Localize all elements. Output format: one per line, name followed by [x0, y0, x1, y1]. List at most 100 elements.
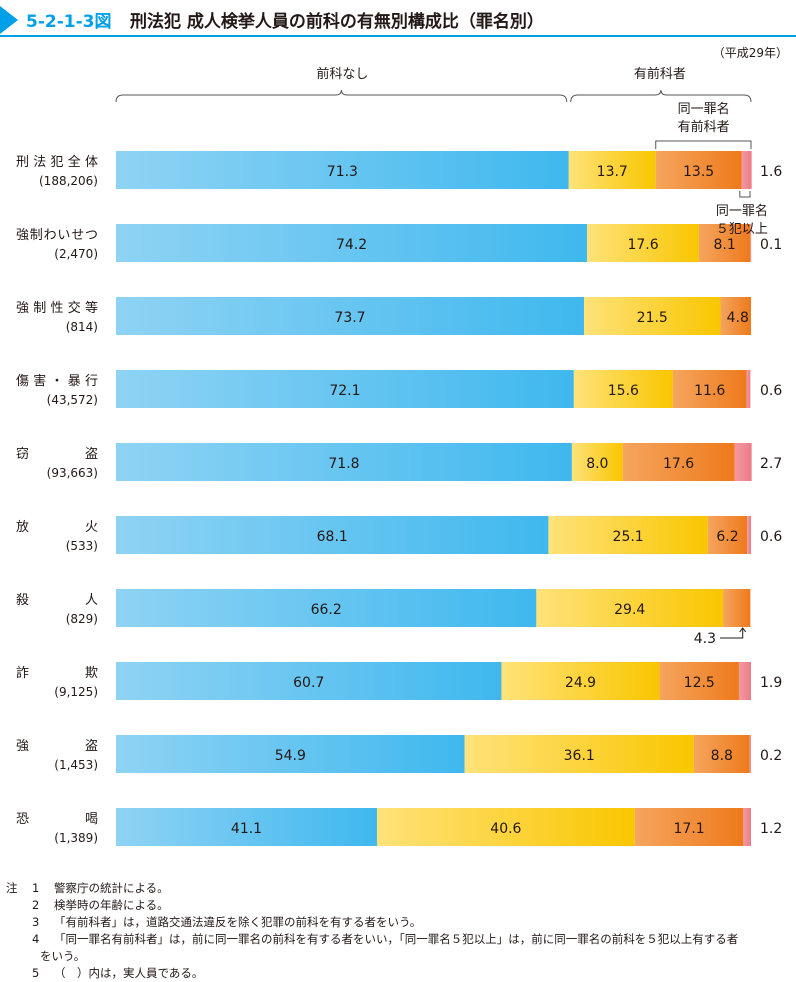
category-label: 詐欺 [16, 665, 98, 681]
value-label-same: 17.6 [663, 456, 694, 472]
brace-prior [570, 89, 752, 103]
footnote-line: 5 （ ）内は，実人員である。 [6, 965, 203, 982]
bar-segment-same5 [746, 370, 751, 408]
bar-segment-none [116, 370, 574, 408]
figure-title-bar: 5-2-1-3図 刑法犯 成人検挙人員の前科の有無別構成比（罪名別） [0, 0, 796, 40]
category-label: 刑法犯全体 [16, 154, 98, 170]
value-label-same5: 1.6 [760, 164, 782, 180]
category-label: 窃盗 [16, 446, 98, 462]
value-label-none: 60.7 [293, 675, 324, 691]
value-label-same: 12.5 [684, 675, 715, 691]
value-label-other: 15.6 [608, 383, 639, 399]
value-label-other: 21.5 [637, 310, 668, 326]
value-label-same5: 0.6 [760, 529, 782, 545]
value-label-same: 17.1 [674, 821, 705, 837]
category-count: (9,125) [54, 685, 98, 699]
bar-segment-same [672, 370, 747, 408]
footnote-text: をいう。 [40, 949, 86, 963]
brace-none [115, 89, 568, 103]
footnote-number: 5 [32, 966, 40, 980]
value-label-none: 74.2 [336, 237, 367, 253]
bar-segment-same5 [743, 808, 751, 846]
value-label-same5: 2.7 [760, 456, 782, 472]
category-count: (43,572) [47, 393, 98, 407]
same-label-line2: 有前科者 [678, 119, 730, 135]
footnote-line: 4 「同一罪名有前科者」は，前に同一罪名の前科を有する者をいい，「同一罪名５犯以上… [6, 931, 738, 948]
bar-segment-none [116, 516, 549, 554]
value-label-other: 36.1 [564, 748, 595, 764]
category-count: (814) [66, 320, 98, 334]
value-label-same: 13.5 [683, 164, 714, 180]
bar-segment-same5 [738, 662, 751, 700]
footnote-line: をいう。 [6, 948, 85, 965]
same-bracket [655, 140, 752, 149]
value-label-other: 40.6 [490, 821, 521, 837]
category-count: (1,389) [54, 831, 98, 845]
footnote-number: 3 [32, 915, 40, 929]
value-label-none: 73.7 [334, 310, 365, 326]
footnote-number: 1 [32, 881, 40, 895]
category-label: 殺人 [16, 593, 98, 608]
bar-segment-same [634, 808, 744, 846]
value-label-other: 29.4 [614, 602, 645, 618]
bar-segment-none [116, 808, 377, 846]
value-label-other: 25.1 [613, 529, 644, 545]
year-note: （平成29年） [712, 46, 788, 60]
footnote-text: （ ）内は，実人員である。 [54, 966, 204, 980]
value-label-other: 24.9 [565, 675, 596, 691]
value-label-same5: 0.2 [760, 748, 782, 764]
bar-segment-same [698, 224, 751, 262]
footnote-line: 2 検挙時の年齢による。 [6, 897, 169, 914]
category-count: (533) [66, 539, 98, 553]
value-label-same5: 1.2 [760, 821, 782, 837]
bar-segment-none [116, 224, 588, 262]
footnote-number: 2 [32, 898, 40, 912]
category-label: 強制性交等 [16, 300, 98, 316]
bar-segment-same [693, 735, 750, 773]
footnote-mark: 注 [6, 881, 18, 895]
value-label-other: 17.6 [627, 237, 658, 253]
title-arrow-icon [0, 6, 18, 34]
bar-segment-none [116, 662, 502, 700]
value-label-same: 8.8 [711, 748, 733, 764]
figure-title: 刑法犯 成人検挙人員の前科の有無別構成比（罪名別） [130, 12, 544, 32]
bar-segment-none [116, 297, 584, 335]
footnote-text: 「同一罪名有前科者」は，前に同一罪名の前科を有する者をいい，「同一罪名５犯以上」… [54, 932, 739, 946]
bar-segment-same5 [749, 735, 751, 773]
footnote-text: 「有前科者」は，道路交通法違反を除く犯罪の前科を有する者をいう。 [54, 915, 422, 929]
category-label: 強制わいせつ [16, 228, 98, 243]
category-count: (829) [66, 612, 98, 626]
value-label-none: 72.1 [329, 383, 360, 399]
title-underline [0, 35, 796, 37]
footnote-line: 注 1 警察庁の統計による。 [6, 880, 169, 897]
value-label-same5: 0.6 [760, 383, 782, 399]
value-label-other: 13.7 [597, 164, 628, 180]
value-label-same5: 0.1 [760, 237, 782, 253]
value-label-none: 71.3 [327, 164, 358, 180]
footnote-line: 3 「有前科者」は，道路交通法違反を除く犯罪の前科を有する者をいう。 [6, 914, 421, 931]
group-label-none: 前科なし [316, 66, 368, 82]
bar-segment-none [116, 151, 569, 189]
value-label-none: 68.1 [317, 529, 348, 545]
same5-label-line1: 同一罪名 [716, 203, 768, 219]
value-label-none: 54.9 [275, 748, 306, 764]
category-label: 傷害・暴行 [16, 373, 98, 389]
category-label: 強盗 [16, 738, 98, 754]
value-label-none: 41.1 [231, 821, 262, 837]
footnote-text: 検挙時の年齢による。 [54, 898, 169, 912]
bar-segment-none [116, 735, 465, 773]
footnote-text: 警察庁の統計による。 [54, 881, 169, 895]
bar-segment-same [723, 589, 751, 627]
bar-segment-same [622, 443, 735, 481]
value-label-none: 71.8 [328, 456, 359, 472]
bar-segment-other [376, 808, 635, 846]
value-label-same: 8.1 [714, 237, 736, 253]
bar-segment-same [659, 662, 739, 700]
bar-segment-same5 [734, 443, 752, 481]
value-leader-line [720, 629, 744, 639]
value-label-same: 11.6 [694, 383, 725, 399]
same5-bracket [739, 191, 751, 198]
bar-segment-other [501, 662, 660, 700]
bar-segment-other [583, 297, 721, 335]
